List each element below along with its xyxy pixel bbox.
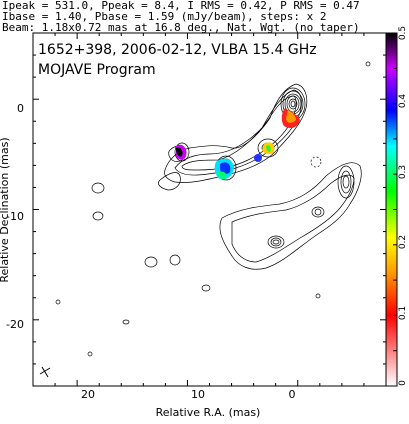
colorbar-tick-label: 0 bbox=[398, 380, 408, 386]
polarization-spots bbox=[176, 108, 300, 180]
header-line-3: Beam: 1.18x0.72 mas at 16.8 deg., Nat. W… bbox=[2, 21, 360, 34]
lobe-outer-contour bbox=[219, 162, 362, 270]
map-title: 1652+398, 2006-02-12, VLBA 15.4 GHz bbox=[38, 42, 317, 58]
colorbar-tick-label: 0.4 bbox=[398, 94, 408, 109]
y-tick-label: 0 bbox=[17, 102, 24, 115]
colorbar-tick-label: 0.3 bbox=[398, 165, 408, 179]
colorbar-tick-label: 0.5 bbox=[398, 26, 408, 40]
y-tick-label: -20 bbox=[6, 318, 24, 331]
knot-contour bbox=[158, 172, 181, 191]
lobe-contour-2 bbox=[231, 174, 355, 263]
x-axis-label: Relative R.A. (mas) bbox=[156, 406, 261, 419]
header-line-2: Ibase = 1.40, Pbase = 1.59 (mJy/beam), s… bbox=[2, 10, 327, 23]
header-line-1: Ipeak = 531.0, Ppeak = 8.4, I RMS = 0.42… bbox=[2, 0, 360, 12]
colorbar-tick-label: 0.1 bbox=[398, 306, 408, 320]
x-tick-label: 10 bbox=[191, 388, 205, 401]
plot-frame bbox=[32, 32, 387, 387]
colorbar-tick-label: 0.2 bbox=[398, 235, 408, 249]
lobe-knot bbox=[337, 165, 355, 199]
contour-3 bbox=[181, 95, 297, 171]
x-tick-label: 20 bbox=[81, 388, 95, 401]
contour-2 bbox=[174, 89, 302, 176]
y-tick-label: -10 bbox=[6, 210, 24, 223]
map-subtitle: MOJAVE Program bbox=[38, 62, 156, 78]
outer-contour bbox=[164, 83, 308, 183]
y-axis-label: Relative Declination (mas) bbox=[0, 137, 11, 282]
x-tick-label: 0 bbox=[289, 388, 296, 401]
beam-marker bbox=[39, 366, 51, 378]
colorbar-ticks bbox=[393, 32, 397, 387]
